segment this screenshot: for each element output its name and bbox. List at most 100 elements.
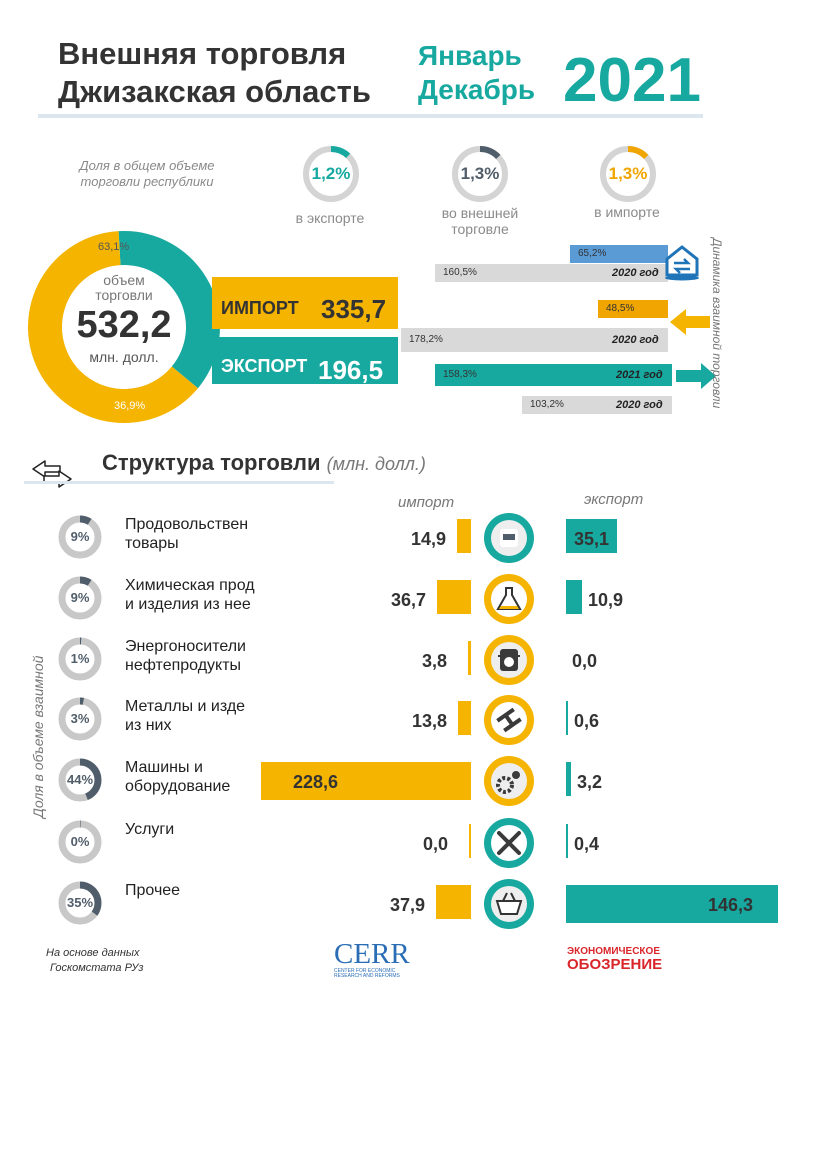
export-bar: [566, 701, 568, 735]
share-ring-svg: [600, 146, 656, 202]
export-value: 0,0: [572, 651, 598, 671]
category-share-arc: [58, 576, 102, 620]
category-share-value: 44%: [66, 772, 94, 787]
dynamics-pct: 160,5%: [443, 267, 477, 278]
header-divider: [38, 114, 703, 118]
export-bar: [566, 580, 582, 614]
dynamics-pct: 158,3%: [443, 369, 477, 380]
period-start: Январь: [418, 40, 522, 71]
export-value: 196,5: [318, 355, 384, 385]
export-label: ЭКСПОРТ: [221, 356, 308, 376]
dynamics-year: 2020 год: [612, 333, 659, 346]
arrow-right-icon: [676, 363, 716, 389]
category-name-line2: и изделия из нее: [125, 596, 251, 613]
category-share-value: 9%: [70, 590, 90, 605]
steel-beam-icon: [484, 695, 534, 745]
share-import-ring: 1,3%: [598, 144, 658, 209]
donut-export-pct: 36,9%: [114, 400, 146, 412]
food-canister-icon: [484, 513, 534, 563]
swap-arrows-icon: [32, 460, 72, 488]
import-bar: [468, 641, 471, 675]
import-band: [212, 277, 398, 329]
import-value: 228,6: [293, 772, 339, 792]
donut-import-pct: 63,1%: [98, 241, 130, 253]
economic-review-logo: ЭКОНОМИЧЕСКОЕ ОБОЗРЕНИЕ: [567, 946, 663, 973]
export-bar: [566, 885, 778, 923]
dynamics-title: Динамика взаимной торговли: [710, 238, 724, 409]
basket-icon: [484, 879, 534, 929]
category-share-value: 9%: [70, 529, 90, 544]
share-export-value: 1,2%: [311, 164, 351, 183]
share-export-label: в экспорте: [295, 210, 365, 226]
donut-export-slice: [118, 231, 221, 389]
category-share-arc: [58, 637, 102, 681]
category-name-line1: Энергоносители: [125, 638, 246, 655]
trade-volume-donut: [27, 231, 221, 423]
dynamics-bar: [598, 300, 668, 318]
dynamics-bar: [435, 364, 672, 386]
import-label: ИМПОРТ: [221, 298, 299, 318]
category-share-value: 3%: [70, 711, 90, 726]
oil-barrel-icon: [484, 635, 534, 685]
category-share-ring: [58, 881, 102, 925]
export-value: 10,9: [588, 590, 624, 610]
dynamics-bar: [522, 396, 672, 414]
share-import-value: 1,3%: [608, 164, 648, 183]
category-name-line1: Услуги: [125, 821, 175, 838]
export-value: 0,6: [574, 711, 600, 731]
total-volume-unit: млн. долл.: [89, 349, 159, 365]
share-trade-label: во внешней торговле: [441, 205, 519, 238]
category-share-ring: [58, 697, 102, 741]
category-name-line2: из них: [125, 717, 172, 734]
category-name-line2: товары: [125, 535, 179, 552]
import-value: 13,8: [412, 711, 448, 731]
import-bar: [457, 519, 471, 553]
category-share-ring: [58, 637, 102, 681]
arrow-left-icon: [670, 309, 710, 335]
category-name-line1: Машины и: [125, 759, 203, 776]
title-line1: Внешняя торговля: [58, 36, 347, 71]
import-value: 3,8: [422, 651, 448, 671]
export-bar: [566, 824, 568, 858]
share-caption: Доля в общем объеме торговли республики: [79, 158, 215, 189]
structure-divider: [24, 481, 334, 484]
share-ring-svg: [452, 146, 508, 202]
category-share-value: 35%: [66, 895, 94, 910]
dynamics-bar: [570, 245, 668, 263]
dynamics-year: 2021 год: [616, 368, 663, 381]
import-bar: [261, 762, 471, 800]
dynamics-pct: 103,2%: [530, 399, 564, 410]
category-share-value: 1%: [70, 651, 90, 666]
dynamics-year: 2020 год: [616, 398, 663, 411]
export-value: 3,2: [577, 772, 603, 792]
import-bar: [437, 580, 471, 614]
category-share-ring: [58, 820, 102, 864]
category-name-line1: Металлы и изде: [125, 698, 246, 715]
category-share-ring: [58, 576, 102, 620]
dynamics-pct: 178,2%: [409, 334, 443, 345]
export-band: [212, 337, 398, 384]
export-value: 146,3: [708, 895, 754, 915]
share-ring-svg: [303, 146, 359, 202]
structure-title: Структура торговли (млн. долл.): [102, 450, 426, 475]
donut-center-label: объем торговли: [95, 272, 153, 303]
import-column-head: импорт: [398, 494, 455, 511]
gears-icon: [484, 756, 534, 806]
period-end: Декабрь: [418, 74, 536, 105]
total-volume-value: 532,2: [76, 304, 172, 346]
export-value: 35,1: [574, 529, 610, 549]
category-share-ring: [58, 515, 102, 559]
category-share-arc: [58, 697, 102, 741]
import-bar: [436, 885, 471, 919]
export-column-head: экспорт: [584, 491, 644, 508]
house-exchange-icon: [665, 245, 699, 281]
share-trade-ring: 1,3%: [450, 144, 510, 209]
share-trade-value: 1,3%: [460, 164, 500, 183]
title-line2: Джизакская область: [58, 74, 371, 109]
cerr-logo: CERR CENTER FOR ECONOMIC RESEARCH AND RE…: [334, 938, 410, 979]
import-bar: [458, 701, 471, 735]
dynamics-bar: [435, 264, 668, 282]
category-name-line2: оборудование: [125, 778, 231, 795]
category-name-line1: Химическая прод: [125, 577, 255, 594]
dynamics-year: 2020 год: [612, 266, 659, 279]
